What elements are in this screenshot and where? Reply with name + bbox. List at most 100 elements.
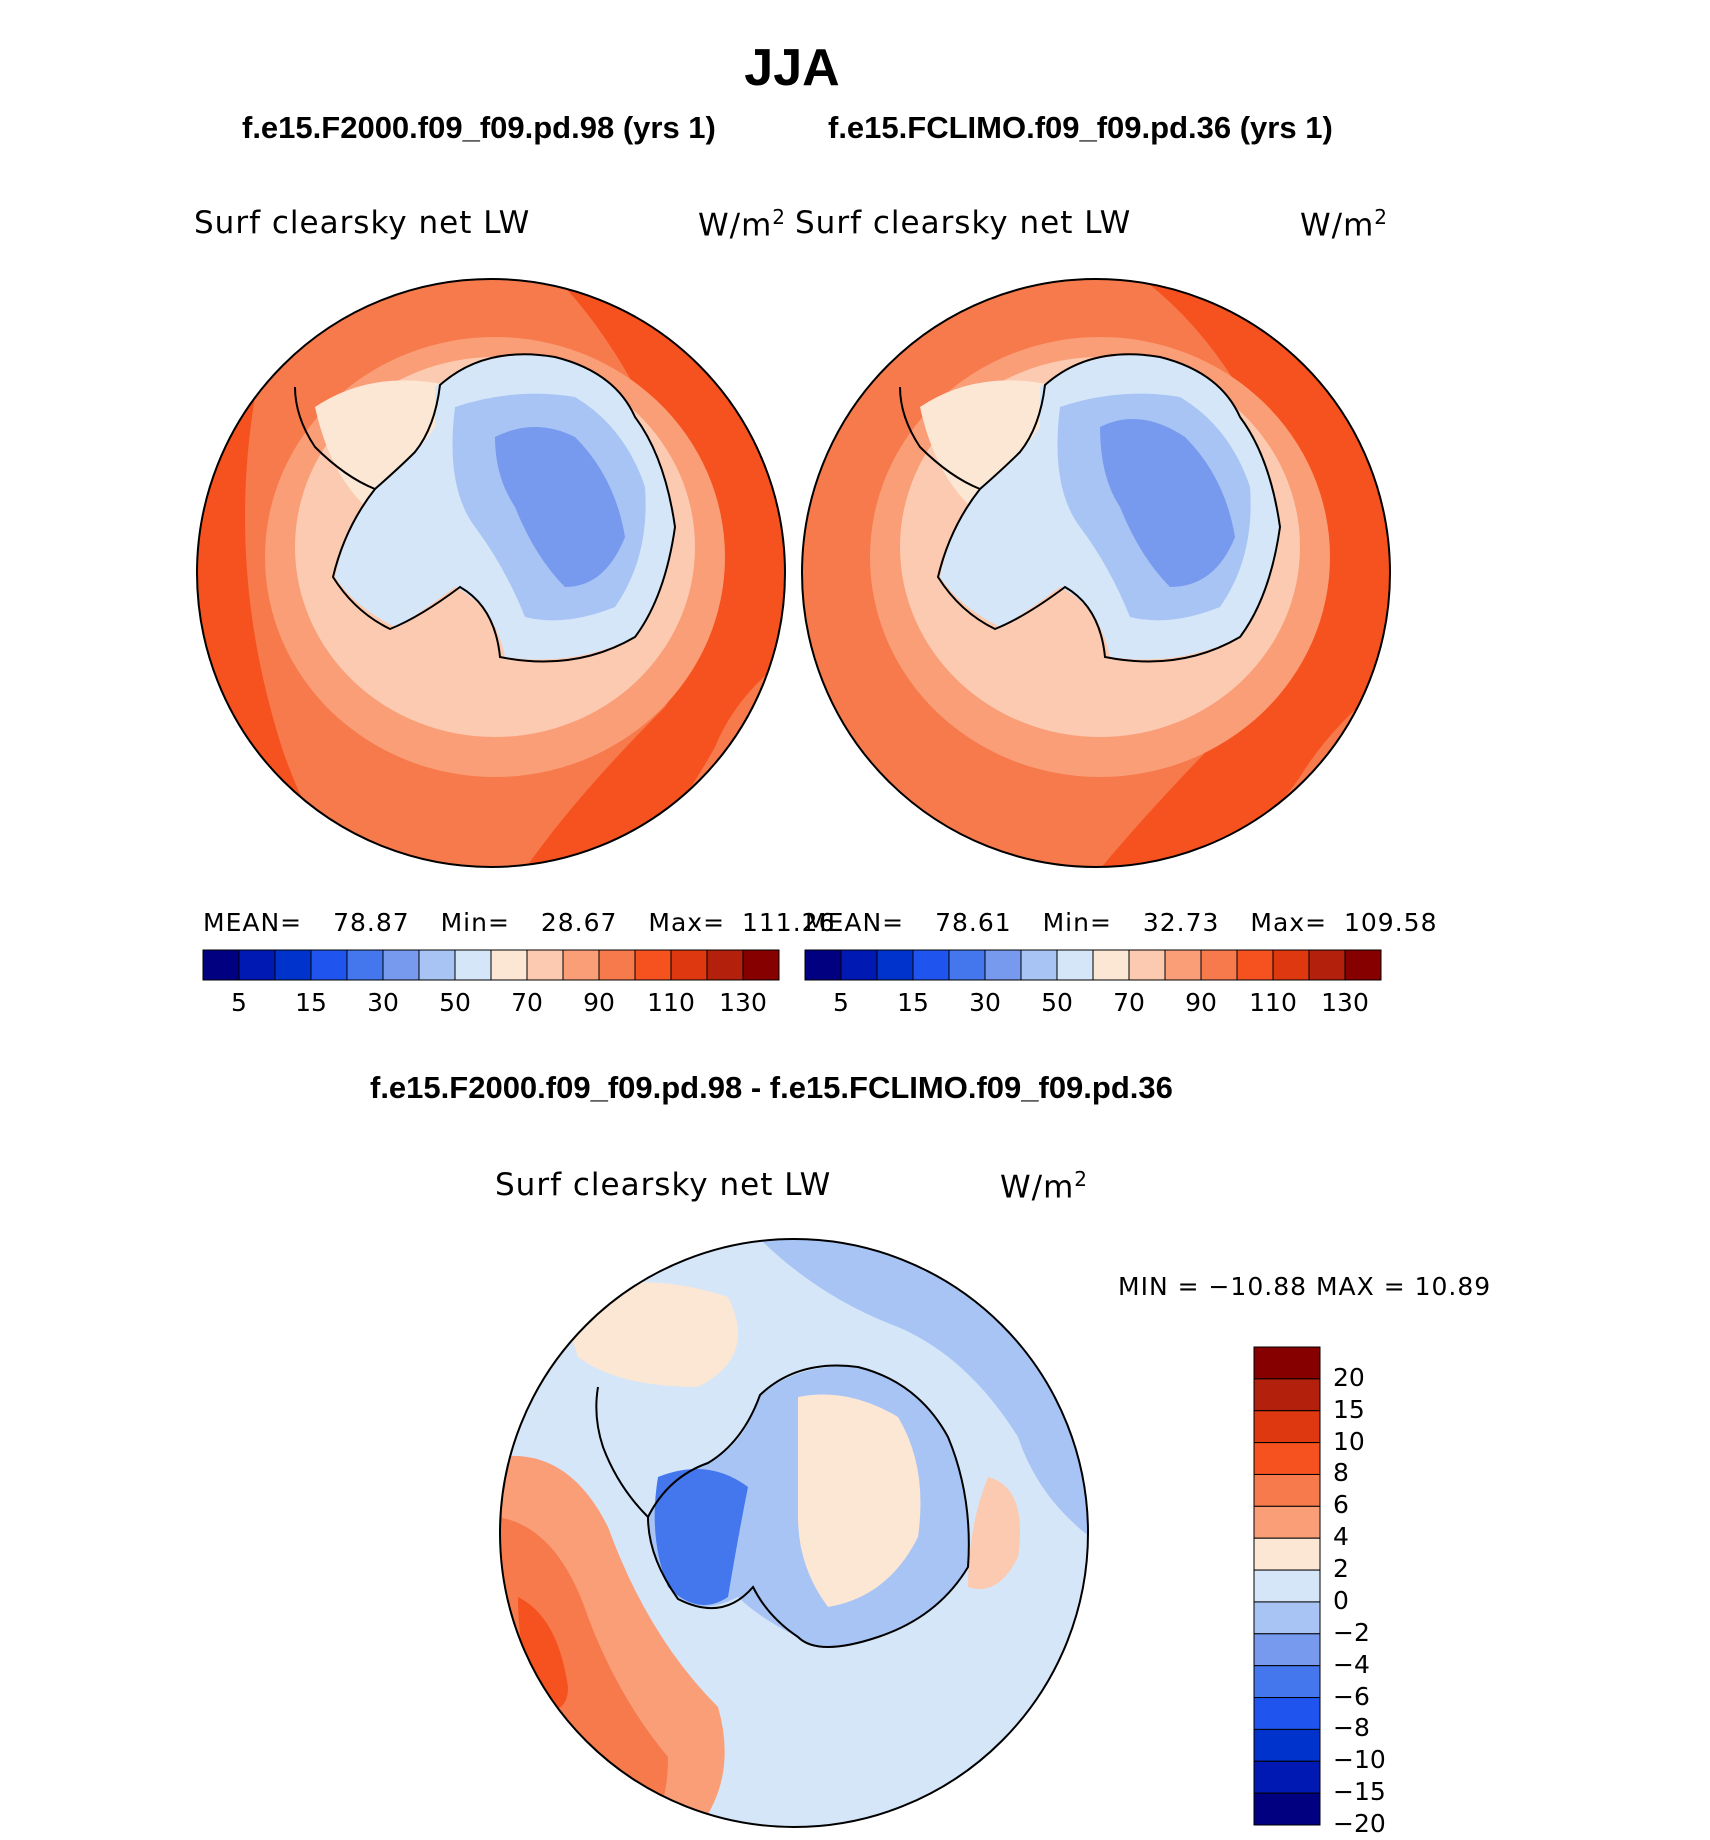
diff-colorbar-tick-label: 20 xyxy=(1333,1362,1365,1392)
diff-colorbar-tick-label: −4 xyxy=(1333,1649,1370,1679)
panel-2-min-label: Min= xyxy=(1042,908,1112,937)
diff-colorbar-tick-label: 0 xyxy=(1333,1585,1349,1615)
panel-1-colorbar-box-0 xyxy=(202,949,240,981)
panel-1-min-value: 28.67 xyxy=(540,908,618,937)
colorbar-diff xyxy=(1253,1346,1321,1826)
diff-colorbar-tick-label: 8 xyxy=(1333,1458,1349,1488)
diff-colorbar-tick-label: 6 xyxy=(1333,1490,1349,1520)
panel-2-units: W/m2 xyxy=(1300,205,1388,243)
panel-1-colorbar-tick-label: 15 xyxy=(295,988,327,1017)
map-diff xyxy=(499,1238,1089,1828)
diff-colorbar-box-13 xyxy=(1253,1760,1321,1794)
panel-1-colorbar-tick-label: 5 xyxy=(231,988,247,1017)
panel-2-colorbar-tick-label: 30 xyxy=(969,988,1001,1017)
panel-1-variable-label: Surf clearsky net LW xyxy=(194,205,531,241)
panel-2-variable-label: Surf clearsky net LW xyxy=(795,205,1132,241)
panel-1-min-label: Min= xyxy=(440,908,510,937)
season-title: JJA xyxy=(744,39,840,97)
diff-title: f.e15.F2000.f09_f09.pd.98 - f.e15.FCLIMO… xyxy=(370,1070,1173,1105)
panel-1-units-exp: 2 xyxy=(772,205,787,229)
diff-variable-label: Surf clearsky net LW xyxy=(495,1167,832,1203)
diff-colorbar-tick-label: −20 xyxy=(1333,1809,1386,1838)
panel-2-colorbar-box-5 xyxy=(984,949,1022,981)
map-panel-1 xyxy=(196,278,786,868)
panel-1-colorbar-tick-label: 90 xyxy=(583,988,615,1017)
panel-2-case-title: f.e15.FCLIMO.f09_f09.pd.36 (yrs 1) xyxy=(828,110,1333,145)
diff-units-base: W/m xyxy=(1000,1169,1075,1206)
diff-colorbar-box-10 xyxy=(1253,1665,1321,1699)
panel-2-colorbar-box-7 xyxy=(1056,949,1094,981)
panel-1-colorbar-box-13 xyxy=(670,949,708,981)
diff-colorbar-tick-label: −2 xyxy=(1333,1617,1370,1647)
diff-colorbar-tick-label: −8 xyxy=(1333,1713,1370,1743)
panel-1-colorbar-box-15 xyxy=(742,949,780,981)
panel-1-colorbar-box-7 xyxy=(454,949,492,981)
diff-colorbar-box-7 xyxy=(1253,1569,1321,1603)
diff-colorbar-box-1 xyxy=(1253,1378,1321,1412)
map-1-ocean-band-dark xyxy=(525,279,785,867)
colorbar-panel-2 xyxy=(804,949,1382,981)
panel-1-case-title: f.e15.F2000.f09_f09.pd.98 (yrs 1) xyxy=(242,110,716,145)
panel-2-colorbar-box-10 xyxy=(1164,949,1202,981)
diff-map-negative-core xyxy=(654,1469,748,1605)
diff-colorbar-tick-label: −6 xyxy=(1333,1681,1370,1711)
diff-colorbar-tick-label: 2 xyxy=(1333,1554,1349,1584)
map-panel-2 xyxy=(801,278,1391,868)
panel-2-colorbar-box-0 xyxy=(804,949,842,981)
diff-colorbar-box-3 xyxy=(1253,1442,1321,1475)
map-1-coastline xyxy=(331,353,677,663)
diff-colorbar-box-6 xyxy=(1253,1537,1321,1571)
diff-colorbar-tick-label: −10 xyxy=(1333,1745,1386,1775)
panel-1-max-label: Max= xyxy=(648,908,726,937)
panel-1-colorbar-tick-label: 110 xyxy=(647,988,695,1017)
diff-map-coastline xyxy=(646,1364,970,1648)
panel-2-units-base: W/m xyxy=(1300,207,1375,244)
diff-colorbar-tick-label: 4 xyxy=(1333,1522,1349,1552)
panel-1-colorbar-box-12 xyxy=(634,949,672,981)
panel-1-colorbar-box-1 xyxy=(238,949,276,981)
panel-2-colorbar-box-6 xyxy=(1020,949,1058,981)
diff-colorbar-tick-label: 10 xyxy=(1333,1426,1365,1456)
panel-1-colorbar-box-11 xyxy=(598,949,636,981)
panel-1-colorbar-box-6 xyxy=(418,949,456,981)
panel-1-max-value: 111.26 xyxy=(742,908,836,937)
map-2-continent-core xyxy=(1100,419,1235,587)
diff-colorbar-box-12 xyxy=(1253,1728,1321,1762)
panel-1-colorbar-box-4 xyxy=(346,949,384,981)
diff-units: W/m2 xyxy=(1000,1167,1088,1205)
panel-2-stats: MEAN= 78.61 Min= 32.73 Max= 109.58 xyxy=(805,908,1437,937)
diff-map-east-positive xyxy=(968,1477,1020,1589)
panel-1-colorbar-tick-label: 130 xyxy=(719,988,767,1017)
panel-2-max-label: Max= xyxy=(1250,908,1328,937)
diff-minmax: MIN = −10.88 MAX = 10.89 xyxy=(1118,1272,1492,1301)
diff-colorbar-box-2 xyxy=(1253,1410,1321,1444)
panel-1-colorbar-box-8 xyxy=(490,949,528,981)
map-2-coastline xyxy=(936,353,1282,663)
panel-2-colorbar-box-4 xyxy=(948,949,986,981)
panel-2-min-value: 32.73 xyxy=(1142,908,1220,937)
panel-1-stats: MEAN= 78.87 Min= 28.67 Max= 111.26 xyxy=(203,908,835,937)
diff-colorbar-tick-label: 15 xyxy=(1333,1394,1365,1424)
panel-2-colorbar-box-15 xyxy=(1344,949,1382,981)
panel-2-units-exp: 2 xyxy=(1374,205,1389,229)
panel-1-colorbar-box-3 xyxy=(310,949,348,981)
diff-map-continent-positive xyxy=(798,1394,921,1607)
panel-2-colorbar-box-12 xyxy=(1236,949,1274,981)
panel-1-mean-label: MEAN= xyxy=(203,908,303,937)
panel-1-colorbar-box-9 xyxy=(526,949,564,981)
diff-map-peninsula-coast xyxy=(595,1386,649,1518)
panel-2-colorbar-box-2 xyxy=(876,949,914,981)
diff-colorbar-box-9 xyxy=(1253,1633,1321,1667)
diff-colorbar-tick-label: −15 xyxy=(1333,1777,1386,1807)
panel-2-colorbar-tick-label: 90 xyxy=(1185,988,1217,1017)
panel-2-colorbar-box-1 xyxy=(840,949,878,981)
map-1-peninsula-coast xyxy=(294,386,376,490)
panel-2-colorbar-tick-label: 70 xyxy=(1113,988,1145,1017)
panel-1-mean-value: 78.87 xyxy=(333,908,410,937)
panel-1-colorbar-box-14 xyxy=(706,949,744,981)
panel-1-units: W/m2 xyxy=(698,205,786,243)
panel-2-max-value: 109.58 xyxy=(1344,908,1438,937)
colorbar-panel-1 xyxy=(202,949,780,981)
colorbar-diff-ticks: 20 15 10 8 6 4 2 0 −2 −4 −6 −8 −10 −15 −20 xyxy=(1333,1347,1453,1838)
diff-colorbar-box-11 xyxy=(1253,1697,1321,1730)
